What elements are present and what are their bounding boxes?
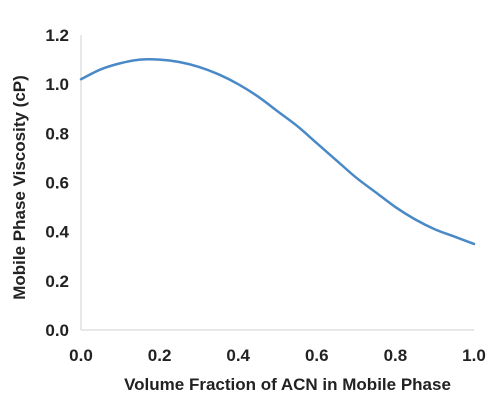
x-axis-ticks: 0.0 0.2 0.4 0.6 0.8 1.0 xyxy=(69,346,486,365)
x-tick-label: 0.2 xyxy=(148,346,172,365)
series-group xyxy=(79,57,476,246)
y-tick-label: 1.0 xyxy=(45,75,69,94)
y-axis-ticks: 0.0 0.2 0.4 0.6 0.8 1.0 1.2 xyxy=(45,26,69,340)
y-axis-title: Mobile Phase Viscosity (cP) xyxy=(10,75,29,300)
x-tick-label: 0.8 xyxy=(384,346,408,365)
y-tick-label: 0.0 xyxy=(45,321,69,340)
x-tick-label: 0.0 xyxy=(69,346,93,365)
y-tick-label: 0.4 xyxy=(45,223,69,242)
x-tick-label: 0.4 xyxy=(226,346,250,365)
y-tick-label: 0.8 xyxy=(45,124,69,143)
x-tick-label: 0.6 xyxy=(305,346,329,365)
x-axis-title: Volume Fraction of ACN in Mobile Phase xyxy=(124,375,451,394)
y-tick-label: 1.2 xyxy=(45,26,69,45)
series-line xyxy=(79,57,476,246)
x-tick-label: 1.0 xyxy=(462,346,486,365)
y-tick-label: 0.2 xyxy=(45,272,69,291)
y-tick-label: 0.6 xyxy=(45,174,69,193)
